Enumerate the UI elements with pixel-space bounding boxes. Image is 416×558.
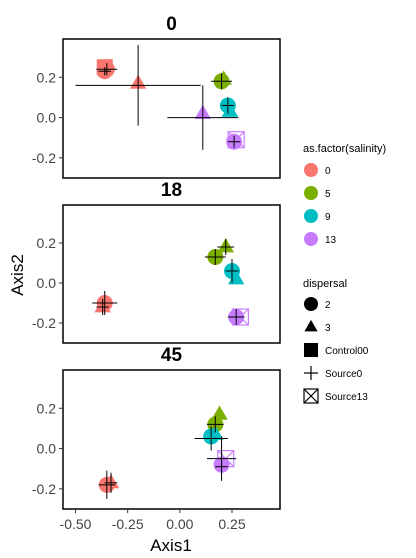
y-tick-label: -0.2 bbox=[32, 150, 56, 166]
point-triangle bbox=[304, 319, 318, 332]
point-triangle bbox=[211, 405, 228, 420]
error-cross bbox=[98, 470, 116, 499]
error-cross bbox=[75, 45, 201, 126]
panel-title: 45 bbox=[161, 345, 183, 366]
y-tick-label: 0.0 bbox=[37, 275, 57, 291]
legend-label: 2 bbox=[325, 300, 331, 311]
error-cross bbox=[225, 259, 239, 283]
error-cross bbox=[227, 135, 241, 148]
legend-label: Control00 bbox=[325, 346, 369, 357]
facet-panel: 18 -0.2 0.0 0.2 bbox=[32, 180, 281, 344]
y-tick-label: -0.2 bbox=[32, 481, 56, 497]
legend-swatch bbox=[304, 209, 318, 223]
error-cross bbox=[215, 458, 228, 475]
y-axis-title: Axis2 bbox=[8, 254, 27, 296]
panel-title: 18 bbox=[161, 180, 182, 201]
error-cross bbox=[167, 85, 239, 150]
legend-label: 0 bbox=[325, 166, 331, 177]
legend-title-salinity: as.factor(salinity) bbox=[303, 143, 386, 155]
panel-frame bbox=[62, 38, 281, 179]
legend-swatch bbox=[304, 186, 318, 200]
x-tick-label: 0.25 bbox=[218, 516, 245, 532]
panels: 0 -0.2 0.0 0.2 18 -0.2 0.0 0.2 45 -0.2 0.0 0.2 bbox=[32, 14, 281, 510]
y-tick-label: 0.2 bbox=[37, 235, 57, 251]
error-cross bbox=[104, 472, 118, 493]
legend-label: Source0 bbox=[325, 369, 363, 380]
legend-label: 13 bbox=[325, 235, 337, 246]
point-triangle bbox=[221, 102, 239, 117]
error-cross bbox=[211, 73, 233, 90]
legend-label: 3 bbox=[325, 323, 331, 334]
y-tick-label: -0.2 bbox=[32, 315, 56, 331]
x-axis: -0.50 -0.25 0.00 0.25 bbox=[60, 509, 246, 532]
panel-title: 0 bbox=[166, 14, 177, 35]
error-cross bbox=[98, 67, 111, 76]
point-box-x bbox=[303, 388, 319, 404]
legend-label: Source13 bbox=[325, 392, 368, 403]
point-cross bbox=[304, 366, 318, 380]
error-cross bbox=[206, 416, 224, 433]
panel-frame bbox=[62, 369, 281, 510]
x-axis-title: Axis1 bbox=[150, 536, 192, 555]
error-cross bbox=[194, 426, 228, 451]
error-cross bbox=[92, 291, 118, 315]
error-cross bbox=[96, 63, 118, 76]
x-tick-label: -0.50 bbox=[60, 516, 92, 532]
point-square bbox=[304, 343, 318, 357]
y-tick-label: 0.0 bbox=[37, 110, 57, 126]
panel-frame bbox=[62, 204, 281, 344]
legend-label: 9 bbox=[325, 212, 331, 223]
facet-panel: 0 -0.2 0.0 0.2 bbox=[32, 14, 281, 179]
y-tick-label: 0.2 bbox=[37, 400, 57, 416]
legend-title-dispersal: dispersal bbox=[303, 278, 347, 290]
y-tick-label: 0.0 bbox=[37, 441, 57, 457]
legend: as.factor(salinity) 0 5 9 13 dispersal 2 3 Contr… bbox=[303, 143, 386, 404]
legend-label: 5 bbox=[325, 189, 331, 200]
error-cross bbox=[217, 239, 235, 255]
point-circle bbox=[304, 297, 318, 311]
error-cross bbox=[96, 299, 109, 315]
error-cross bbox=[227, 309, 245, 325]
facet-panel: 45 -0.2 0.0 0.2 bbox=[32, 345, 281, 510]
x-tick-label: -0.25 bbox=[112, 516, 144, 532]
legend-swatch bbox=[304, 232, 318, 246]
error-cross bbox=[204, 249, 226, 265]
y-tick-label: 0.2 bbox=[37, 69, 57, 85]
error-cross bbox=[221, 97, 235, 114]
x-tick-label: 0.00 bbox=[166, 516, 193, 532]
legend-swatch bbox=[304, 163, 318, 177]
